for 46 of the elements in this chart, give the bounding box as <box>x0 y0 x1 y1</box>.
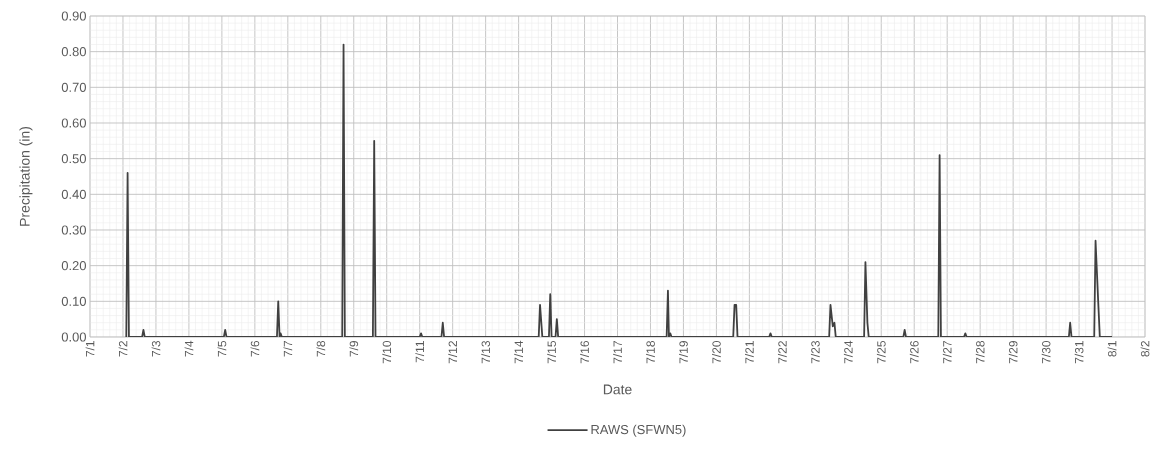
y-tick-label: 0.60 <box>61 118 86 128</box>
y-tick-label: 0.80 <box>61 47 86 57</box>
legend-label: RAWS (SFWN5) <box>591 424 686 437</box>
x-tick-label: 7/7 <box>283 341 293 357</box>
x-tick-label: 7/21 <box>745 341 754 364</box>
y-tick-label: 0.50 <box>61 154 86 164</box>
x-tick-label: 7/24 <box>843 340 853 364</box>
x-tick-label: 8/2 <box>1140 341 1150 357</box>
x-tick-label: 7/11 <box>415 341 425 363</box>
x-tick-label: 7/3 <box>151 341 161 357</box>
x-tick-label: 7/12 <box>448 341 458 364</box>
x-tick-label: 7/25 <box>876 341 886 364</box>
x-tick-label: 8/1 <box>1107 341 1117 357</box>
x-tick-label: 7/31 <box>1074 341 1084 364</box>
x-tick-label: 7/29 <box>1008 341 1018 364</box>
y-tick-label: 0.20 <box>61 261 86 271</box>
x-tick-label: 7/18 <box>646 341 655 364</box>
x-tick-label: 7/8 <box>316 341 326 357</box>
x-tick-label: 7/2 <box>118 341 128 357</box>
x-tick-label: 7/13 <box>481 341 491 364</box>
x-tick-label: 7/14 <box>514 340 523 364</box>
x-tick-label: 7/4 <box>184 340 194 357</box>
x-tick-label: 7/16 <box>580 341 589 364</box>
y-axis-title: Precipitation (in) <box>19 126 33 226</box>
x-tick-label: 7/22 <box>777 341 787 364</box>
x-tick-label: 7/20 <box>712 340 721 364</box>
x-axis-title: Date <box>603 384 632 395</box>
x-tick-label: 7/19 <box>679 341 688 364</box>
y-tick-label: 0.00 <box>61 332 86 342</box>
x-tick-label: 7/23 <box>810 341 820 364</box>
y-tick-label: 0.30 <box>61 225 86 235</box>
x-tick-label: 7/30 <box>1041 340 1051 364</box>
x-tick-label: 7/5 <box>217 341 227 357</box>
x-tick-label: 7/10 <box>382 340 392 364</box>
y-tick-label: 0.70 <box>61 82 86 92</box>
x-tick-label: 7/28 <box>975 341 985 364</box>
x-tick-label: 7/17 <box>613 341 622 364</box>
y-tick-label: 0.10 <box>61 296 86 306</box>
x-tick-label: 7/6 <box>250 341 260 357</box>
x-tick-label: 7/27 <box>942 341 952 364</box>
x-tick-label: 7/15 <box>547 341 556 364</box>
x-tick-label: 7/9 <box>349 341 359 357</box>
y-tick-label: 0.90 <box>61 11 86 21</box>
x-tick-label: 7/26 <box>909 341 919 364</box>
x-tick-label: 7/1 <box>85 341 95 357</box>
y-tick-label: 0.40 <box>61 189 86 199</box>
